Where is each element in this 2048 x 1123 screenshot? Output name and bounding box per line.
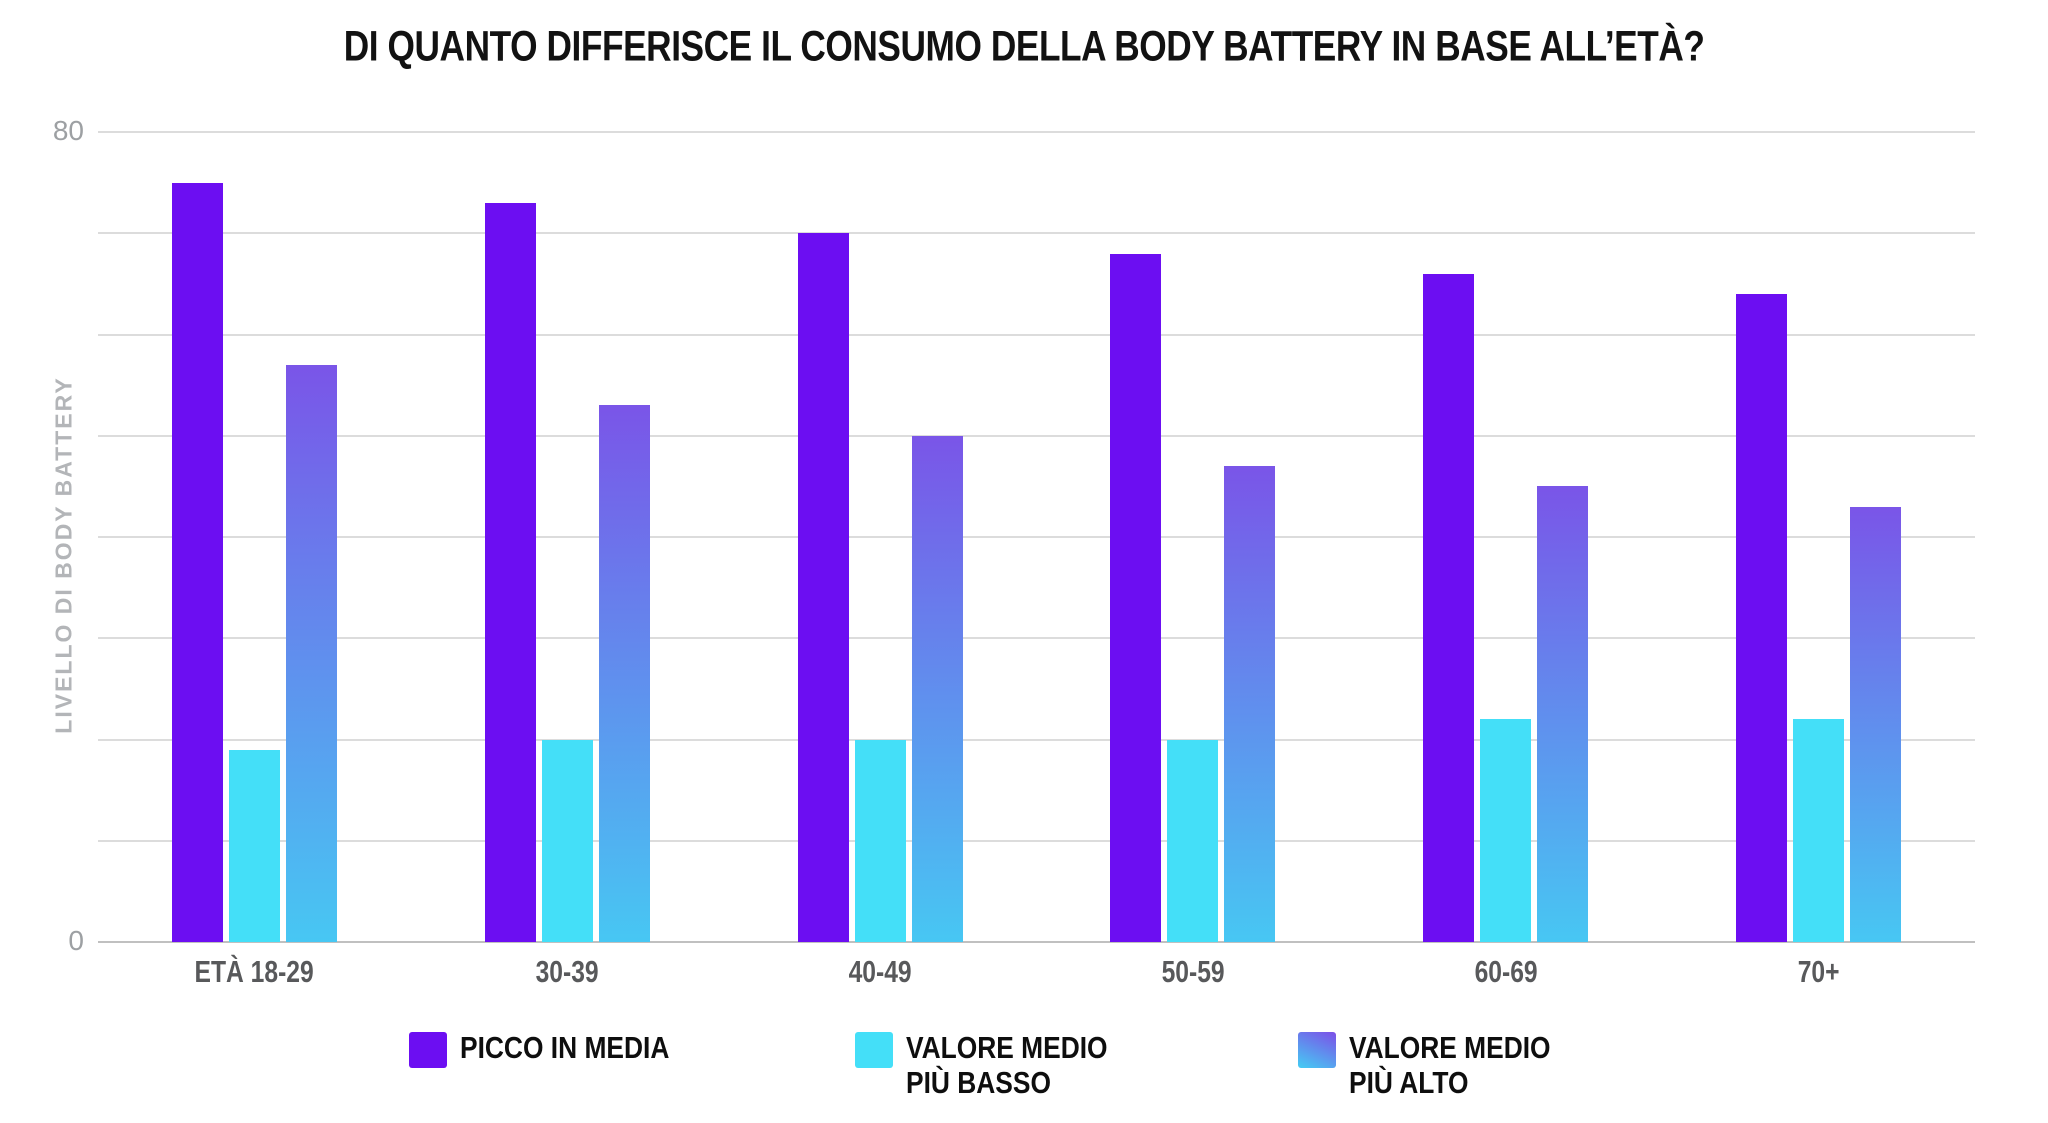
x-label: ETÀ 18-29	[98, 956, 411, 990]
bar-valore-medio-pi-basso	[1480, 719, 1532, 942]
bar-valore-medio-pi-basso	[228, 749, 280, 942]
bar-valore-medio-pi-basso	[541, 739, 593, 942]
gridline-70	[98, 232, 1975, 235]
chart-title-text: DI QUANTO DIFFERISCE IL CONSUMO DELLA BO…	[343, 22, 1705, 70]
bar-valore-medio-pi-basso	[854, 739, 906, 942]
gridline-40	[98, 536, 1975, 538]
bar-group-70-	[1662, 132, 1975, 942]
x-label-text: 60-69	[1474, 956, 1538, 990]
bar-picco-in-media	[1110, 253, 1162, 942]
x-label-text: 70+	[1797, 956, 1840, 990]
gridline-20	[98, 738, 1975, 741]
x-label: 40-49	[724, 956, 1037, 990]
gridline-10	[98, 839, 1975, 842]
bar-group-60-69	[1349, 132, 1662, 942]
bar-picco-in-media	[171, 182, 223, 942]
bar-valore-medio-pi-alto	[1537, 486, 1589, 942]
legend-label: PICCO IN MEDIA	[460, 1030, 670, 1065]
bar-group-50-59	[1036, 132, 1349, 942]
gridline-0	[98, 941, 1975, 943]
bar-picco-in-media	[797, 233, 849, 942]
y-tick-80: 80	[52, 115, 84, 146]
chart-title: DI QUANTO DIFFERISCE IL CONSUMO DELLA BO…	[0, 22, 2048, 70]
gridline-50	[98, 434, 1975, 437]
bar-picco-in-media	[1423, 273, 1475, 942]
y-axis-title: LIVELLO DI BODY BATTERY	[50, 376, 77, 734]
gridline-80	[98, 131, 1975, 133]
bar-group-30-39	[411, 132, 724, 942]
bar-valore-medio-pi-alto	[285, 364, 337, 942]
legend-item-valore-medio-pi-alto: VALORE MEDIO PIÙ ALTO	[1298, 1030, 1586, 1100]
legend-item-valore-medio-pi-basso: VALORE MEDIO PIÙ BASSO	[855, 1030, 1143, 1100]
bar-valore-medio-pi-alto	[598, 405, 650, 942]
x-label-text: 50-59	[1161, 956, 1225, 990]
bar-picco-in-media	[484, 202, 536, 942]
x-label-text: 40-49	[848, 956, 912, 990]
legend-swatch-purple	[409, 1032, 447, 1068]
bar-group-40-49	[724, 132, 1037, 942]
y-tick-0: 0	[68, 925, 84, 956]
bar-valore-medio-pi-basso	[1793, 719, 1845, 942]
gridline-60	[98, 333, 1975, 336]
bar-picco-in-media	[1736, 294, 1788, 942]
x-label: 70+	[1662, 956, 1975, 990]
plot-area	[98, 131, 1975, 943]
gridline-30	[98, 637, 1975, 640]
x-label: 60-69	[1349, 956, 1662, 990]
legend-label: VALORE MEDIO PIÙ BASSO	[906, 1030, 1108, 1100]
legend-swatch-gradient	[1298, 1032, 1336, 1068]
legend-swatch-cyan	[855, 1032, 893, 1068]
bar-group-et-18-29	[98, 132, 411, 942]
legend-item-picco-in-media: PICCO IN MEDIA	[409, 1030, 706, 1068]
bar-valore-medio-pi-alto	[1850, 506, 1902, 942]
bar-valore-medio-pi-basso	[1167, 739, 1219, 942]
x-label: 30-39	[411, 956, 724, 990]
x-label-text: 30-39	[535, 956, 599, 990]
x-label: 50-59	[1036, 956, 1349, 990]
legend-label: VALORE MEDIO PIÙ ALTO	[1349, 1030, 1551, 1100]
x-label-text: ETÀ 18-29	[194, 956, 315, 990]
bars-layer	[98, 132, 1975, 942]
x-axis-labels: ETÀ 18-29 30-39 40-49 50-59 60-69 70+	[98, 956, 1975, 990]
bar-valore-medio-pi-alto	[911, 435, 963, 942]
bar-valore-medio-pi-alto	[1224, 466, 1276, 942]
